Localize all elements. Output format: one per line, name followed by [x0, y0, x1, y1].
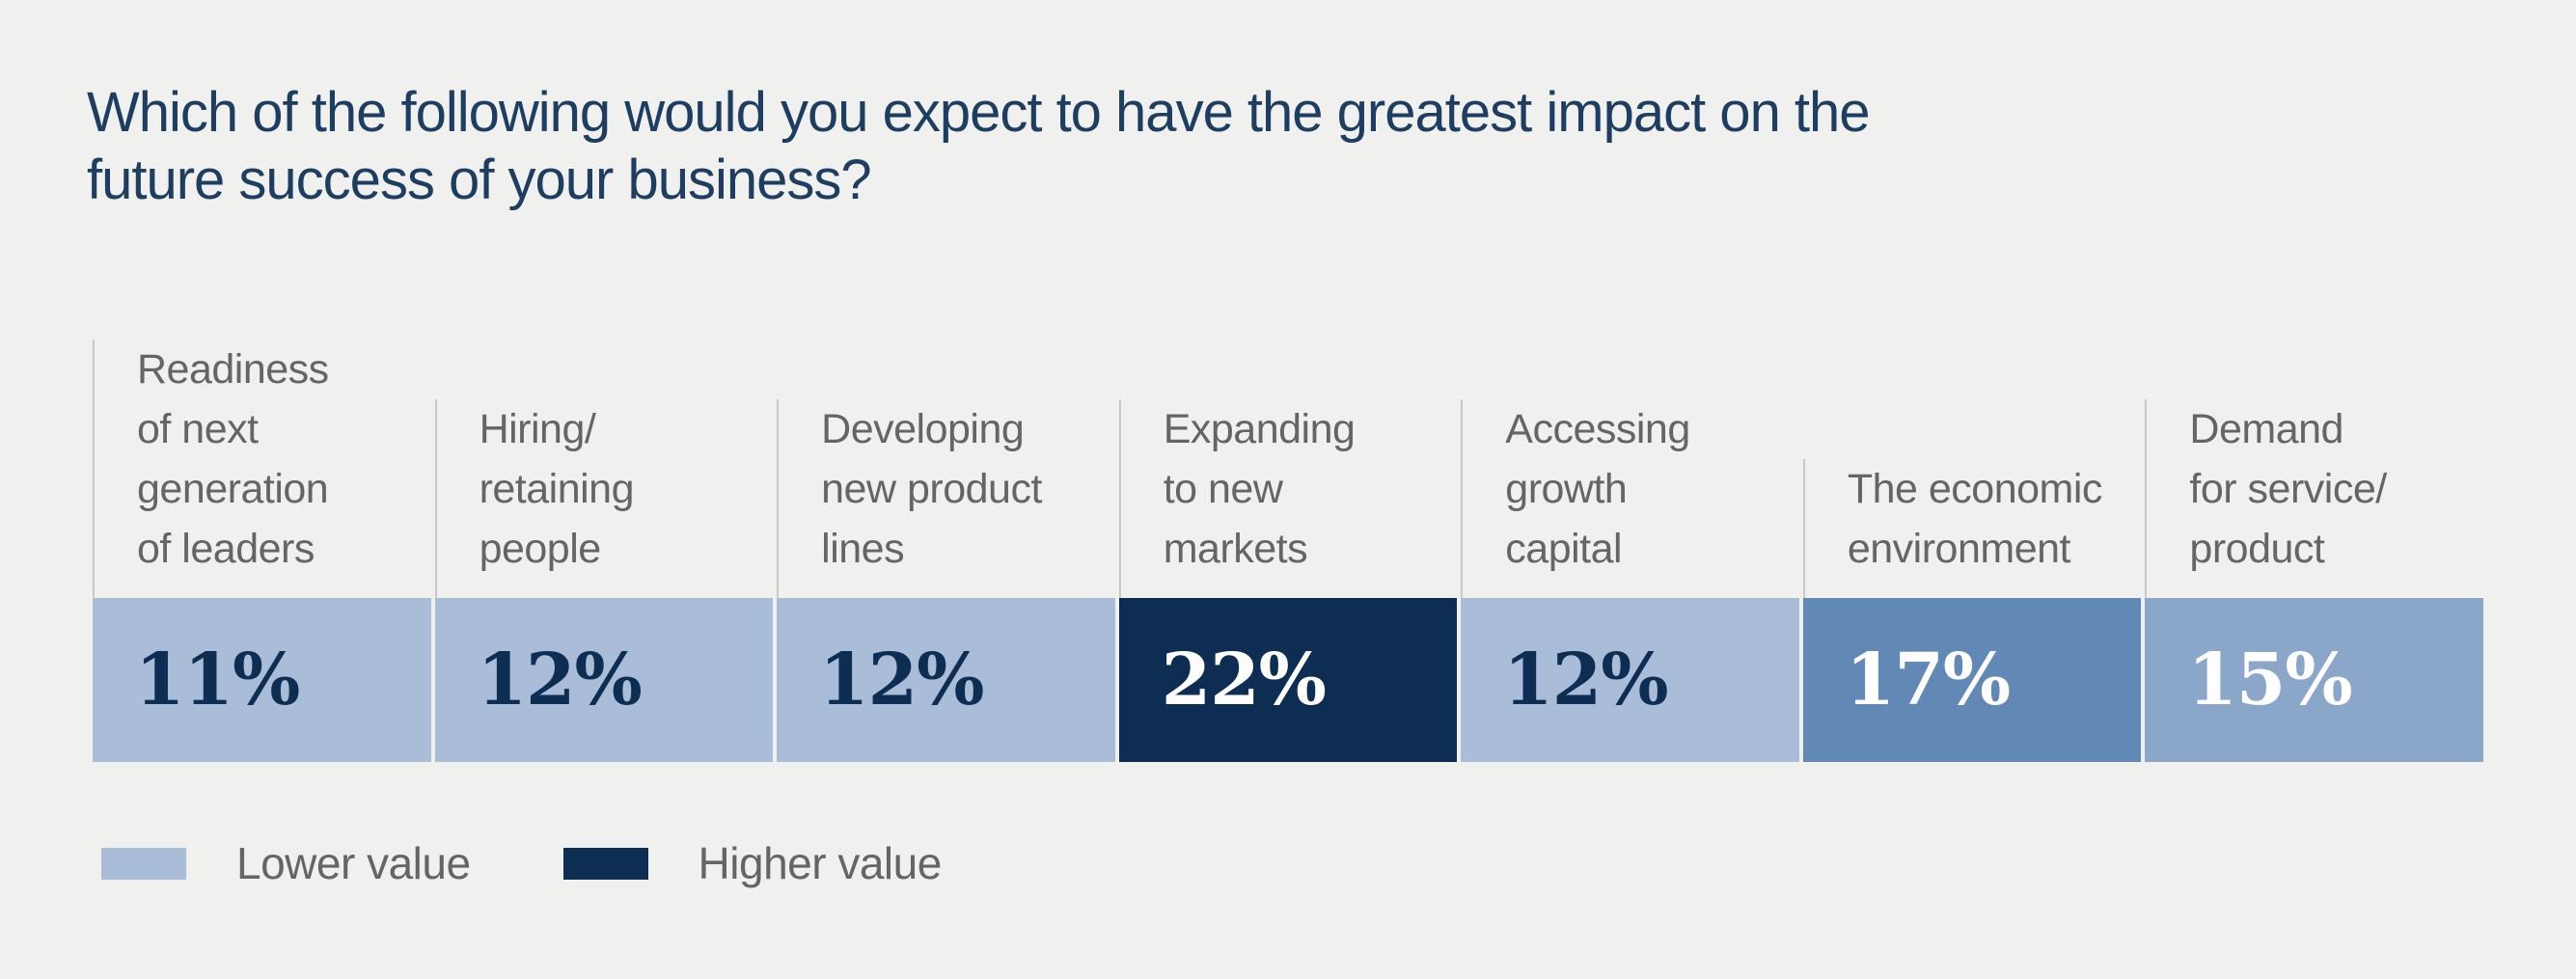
legend-item-lower-value: Lower value	[101, 837, 471, 889]
category-label: Expanding to new markets	[1118, 399, 1458, 598]
value-label: 12%	[477, 639, 643, 721]
value-bar: 17%	[1802, 598, 2142, 762]
legend-swatch-lower-value	[101, 847, 186, 880]
category-label: Developing new product lines	[777, 399, 1115, 598]
legend-item-higher-value: Higher value	[562, 837, 943, 889]
category-label: Hiring/ retaining people	[434, 399, 774, 598]
chart-column: Hiring/ retaining people 12%	[434, 399, 774, 762]
legend-swatch-higher-value	[562, 847, 648, 880]
value-bar: 15%	[2145, 598, 2483, 762]
chart-column: Readiness of next generation of leaders …	[93, 340, 431, 762]
chart-title: Which of the following would you expect …	[87, 81, 1871, 211]
value-bar: 12%	[777, 598, 1115, 762]
value-bar: 11%	[93, 598, 431, 762]
value-label: 22%	[1161, 639, 1327, 721]
category-label: The economic environment	[1802, 459, 2142, 598]
value-bar: 12%	[1461, 598, 1799, 762]
category-label: Demand for service/ product	[2145, 399, 2483, 598]
category-label: Accessing growth capital	[1461, 399, 1799, 598]
chart-column: Demand for service/ product 15%	[2145, 399, 2483, 762]
chart-column: Expanding to new markets 22%	[1118, 399, 1458, 762]
chart-column: The economic environment 17%	[1802, 459, 2142, 762]
value-bar: 22%	[1118, 598, 1458, 762]
chart-area: Readiness of next generation of leaders …	[93, 340, 2483, 762]
value-label: 12%	[1503, 639, 1668, 721]
category-label: Readiness of next generation of leaders	[93, 340, 431, 598]
legend-label-higher-value: Higher value	[698, 838, 943, 888]
value-bar: 12%	[434, 598, 774, 762]
value-label: 12%	[819, 639, 984, 721]
value-label: 17%	[1845, 639, 2011, 721]
value-label: 11%	[135, 639, 300, 721]
chart-column: Accessing growth capital 12%	[1461, 399, 1799, 762]
chart-legend: Lower value Higher value	[101, 837, 1034, 889]
chart-column: Developing new product lines 12%	[777, 399, 1115, 762]
value-label: 15%	[2187, 639, 2352, 721]
legend-label-lower-value: Lower value	[236, 838, 471, 888]
